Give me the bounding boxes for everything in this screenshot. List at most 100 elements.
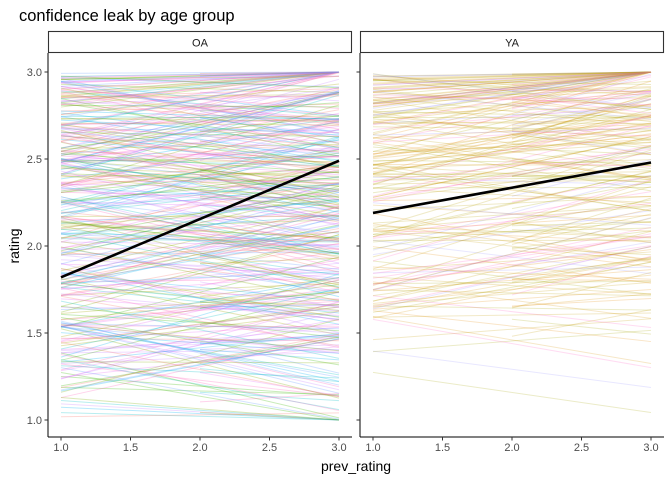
participant-line — [60, 89, 340, 110]
participant-line — [60, 386, 340, 396]
participant-line — [60, 306, 340, 343]
participant-line — [60, 71, 340, 118]
participant-line — [60, 71, 340, 103]
participant-line — [60, 201, 340, 269]
participant-line — [372, 146, 652, 172]
participant-line — [372, 138, 652, 155]
participant-line — [60, 230, 340, 285]
participant-line — [60, 337, 340, 342]
participant-line — [60, 115, 340, 149]
participant-line — [60, 91, 340, 163]
participant-line — [372, 258, 652, 309]
participant-line — [199, 391, 340, 402]
participant-line — [60, 80, 340, 116]
participant-line — [372, 276, 652, 295]
participant-line — [60, 174, 340, 205]
participant-line — [372, 80, 652, 104]
participant-line — [60, 263, 340, 275]
facet-panels: OA 1.0 1.5 2.0 2.5 3.0 1.0 1.5 2.0 2.5 3.0 YA 1.0 1.5… — [27, 30, 665, 454]
participant-line — [60, 75, 340, 89]
participant-line — [60, 323, 340, 354]
participant-line — [372, 88, 652, 152]
participant-line — [199, 129, 340, 134]
participant-line — [372, 233, 652, 291]
participant-line — [372, 249, 652, 285]
participant-line — [372, 245, 652, 285]
participant-line — [372, 105, 652, 115]
participant-line — [60, 125, 340, 161]
participant-line — [60, 92, 340, 135]
participant-line — [372, 197, 652, 287]
x-tick-label: 2.0 — [504, 442, 519, 454]
participant-line — [60, 89, 340, 143]
participant-line — [372, 71, 652, 97]
participant-line — [60, 71, 340, 106]
participant-line — [60, 300, 340, 321]
participant-line — [60, 412, 340, 421]
participant-line — [60, 139, 340, 180]
participant-line — [199, 155, 340, 160]
participant-line — [372, 73, 652, 109]
participant-line — [511, 293, 652, 308]
participant-line — [372, 103, 652, 131]
participant-line — [511, 223, 652, 232]
participant-line — [60, 87, 340, 99]
participant-line — [199, 338, 340, 364]
chart-title: confidence leak by age group — [19, 7, 235, 25]
facet-strip-label: OA — [192, 38, 209, 50]
participant-line — [60, 166, 340, 190]
participant-line — [199, 103, 340, 116]
participant-line — [60, 216, 340, 251]
participant-line — [60, 104, 340, 108]
participant-line — [60, 71, 340, 87]
participant-line — [60, 247, 340, 294]
participant-line — [372, 120, 652, 167]
participant-line — [60, 278, 340, 336]
participant-line — [372, 148, 652, 183]
participant-line — [60, 157, 340, 213]
participant-line — [372, 152, 652, 200]
participant-line — [60, 71, 340, 90]
participant-line — [199, 198, 340, 216]
participant-line — [199, 207, 340, 224]
participant-line — [372, 204, 652, 224]
participant-line — [372, 122, 652, 124]
participant-line — [60, 159, 340, 163]
participant-line — [60, 241, 340, 246]
participant-line — [60, 256, 340, 328]
participant-line — [60, 367, 340, 420]
participant-line — [372, 236, 652, 279]
participant-line — [60, 324, 340, 352]
participant-line — [372, 71, 652, 134]
participant-line — [60, 135, 340, 161]
participant-line — [199, 71, 340, 77]
participant-line — [60, 351, 340, 364]
participant-line — [199, 209, 340, 241]
participant-line — [60, 397, 340, 421]
participant-line — [60, 188, 340, 239]
participant-line — [60, 278, 340, 283]
participant-line — [199, 189, 340, 198]
participant-line — [511, 76, 652, 110]
participant-line — [199, 339, 340, 374]
participant-line — [60, 250, 340, 297]
participant-line — [60, 375, 340, 397]
participant-line — [372, 176, 652, 181]
participant-line — [199, 160, 340, 195]
participant-line — [511, 114, 652, 127]
participant-line — [60, 176, 340, 214]
participant-line — [372, 71, 652, 86]
participant-line — [372, 71, 652, 89]
participant-line — [60, 346, 340, 378]
participant-line — [60, 72, 340, 142]
participant-line — [60, 241, 340, 284]
participant-line — [60, 71, 340, 97]
participant-line — [372, 350, 652, 388]
participant-line — [372, 230, 652, 302]
participant-line — [60, 118, 340, 189]
participant-line — [60, 310, 340, 347]
participant-line — [60, 198, 340, 234]
participant-line — [60, 341, 340, 398]
participant-line — [199, 197, 340, 223]
